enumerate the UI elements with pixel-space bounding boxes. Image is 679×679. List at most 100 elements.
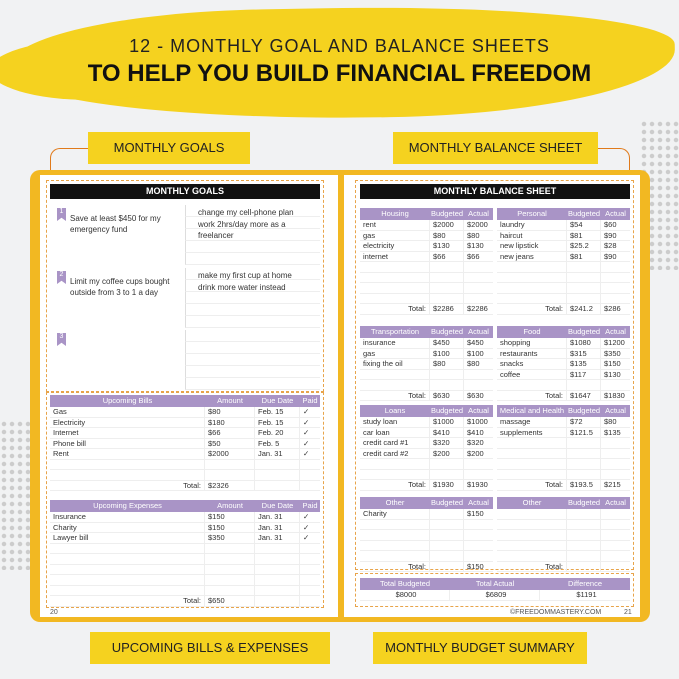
- table-row: [497, 540, 630, 551]
- table-section: Personal Budgeted Actual laundry $54 $60 hairc…: [497, 208, 630, 315]
- table-cell: [601, 449, 630, 459]
- total-actual: $150: [467, 561, 484, 571]
- table-cell: laundry: [497, 220, 567, 230]
- goal-step: drink more water instead: [198, 283, 286, 292]
- monthly-goals-banner: MONTHLY GOALS: [50, 184, 320, 199]
- table-cell: $1200: [604, 338, 625, 347]
- table-cell: $28: [604, 241, 617, 250]
- column-header: Other: [522, 498, 542, 507]
- goal-step-line: [185, 268, 320, 280]
- table-row: [50, 543, 320, 554]
- total-budgeted: $630: [430, 390, 464, 400]
- table-row: study loan $1000 $1000: [360, 417, 493, 428]
- table-cell: [601, 541, 630, 551]
- table-section: Upcoming Expenses Amount Due Date Paid Insur…: [50, 500, 320, 607]
- table-row: insurance $450 $450: [360, 338, 493, 349]
- table-cell: [567, 551, 601, 561]
- table-row: [360, 469, 493, 480]
- table-cell: [205, 554, 255, 564]
- total-actual: $1830: [604, 390, 625, 400]
- table-cell: [497, 272, 567, 282]
- table-row: new jeans $81 $90: [497, 251, 630, 262]
- table-cell: [205, 543, 255, 553]
- table-cell: $81: [567, 251, 601, 261]
- table-cell: Jan. 31: [255, 522, 300, 532]
- table-cell: [567, 293, 601, 303]
- table-cell: credit card #1: [360, 438, 430, 448]
- headline-line1: 12 - MONTHLY GOAL AND BALANCE SHEETS: [129, 36, 550, 56]
- table-cell: [50, 459, 205, 469]
- column-header: Upcoming Bills: [102, 396, 153, 405]
- goal-step-line: [185, 330, 320, 342]
- table-row: gas $80 $80: [360, 230, 493, 241]
- table-row: laundry $54 $60: [497, 220, 630, 231]
- total-row: Total: $650: [50, 596, 320, 607]
- table-cell: [567, 469, 601, 479]
- table-cell: [205, 564, 255, 574]
- table-cell: [464, 459, 493, 469]
- callout-arrow: [50, 148, 88, 178]
- table-cell: Jan. 31: [255, 512, 300, 522]
- table-cell: [497, 530, 567, 540]
- table-row: [360, 369, 493, 380]
- table-cell: [601, 380, 630, 390]
- table-row: car loan $410 $410: [360, 427, 493, 438]
- table-row: coffee $117 $130: [497, 369, 630, 380]
- table-cell: [300, 586, 320, 596]
- column-header: Actual: [605, 406, 626, 415]
- table-cell: Feb. 20: [255, 428, 300, 438]
- table-cell: ✓: [303, 522, 310, 532]
- column-header: Actual: [468, 498, 489, 507]
- table-row: [360, 293, 493, 304]
- table-cell: $72: [567, 417, 601, 427]
- column-header: Due Date: [261, 501, 294, 510]
- table-row: [497, 293, 630, 304]
- table-cell: [601, 262, 630, 272]
- table-cell: $130: [604, 369, 621, 379]
- table-cell: $320: [430, 438, 464, 448]
- table-cell: [601, 509, 630, 519]
- table-row: [360, 551, 493, 562]
- table-cell: [601, 273, 630, 283]
- table-cell: [300, 575, 320, 585]
- table-row: [360, 272, 493, 283]
- table-row: rent $2000 $2000: [360, 220, 493, 231]
- table-row: credit card #2 $200 $200: [360, 448, 493, 459]
- table-cell: $135: [604, 427, 621, 437]
- table-row: [50, 554, 320, 565]
- table-cell: $410: [430, 427, 464, 437]
- table-row: supplements $121.5 $135: [497, 427, 630, 438]
- table-row: [50, 459, 320, 470]
- table-cell: Phone bill: [50, 438, 205, 448]
- table-cell: ✓: [303, 512, 310, 521]
- total-actual: $630: [467, 390, 484, 400]
- table-cell: $1000: [467, 417, 488, 426]
- table-cell: [497, 469, 567, 479]
- table-cell: $350: [205, 533, 255, 543]
- table-section: Housing Budgeted Actual rent $2000 $2000 gas $8…: [360, 208, 493, 315]
- table-row: [50, 575, 320, 586]
- table-header: Food Budgeted Actual: [497, 326, 630, 338]
- table-cell: [567, 530, 601, 540]
- table-cell: [360, 459, 430, 469]
- table-section: Medical and Health Budgeted Actual massage $…: [497, 405, 630, 491]
- table-row: Lawyer bill $350 Jan. 31 ✓: [50, 533, 320, 544]
- table-header: Medical and Health Budgeted Actual: [497, 405, 630, 417]
- table-cell: [255, 459, 300, 469]
- table-cell: [430, 540, 464, 550]
- total-label: Total:: [497, 561, 567, 571]
- column-header: Actual: [605, 498, 626, 507]
- goal-step-line: [185, 342, 320, 354]
- goal-step-line: [185, 354, 320, 366]
- callout-monthly-balance-sheet: MONTHLY BALANCE SHEET: [393, 132, 598, 164]
- table-header: Total Budgeted Total Actual Difference: [360, 578, 630, 590]
- table-cell: [567, 438, 601, 448]
- table-cell: $150: [205, 522, 255, 532]
- goal-text: Limit my coffee cups bought outside from…: [70, 277, 170, 297]
- table-cell: ✓: [303, 417, 310, 427]
- table-cell: [464, 551, 493, 561]
- total-row: Total: $193.5 $215: [497, 480, 630, 491]
- column-header: Actual: [605, 209, 626, 218]
- table-cell: $150: [467, 509, 484, 518]
- table-cell: ✓: [303, 438, 310, 448]
